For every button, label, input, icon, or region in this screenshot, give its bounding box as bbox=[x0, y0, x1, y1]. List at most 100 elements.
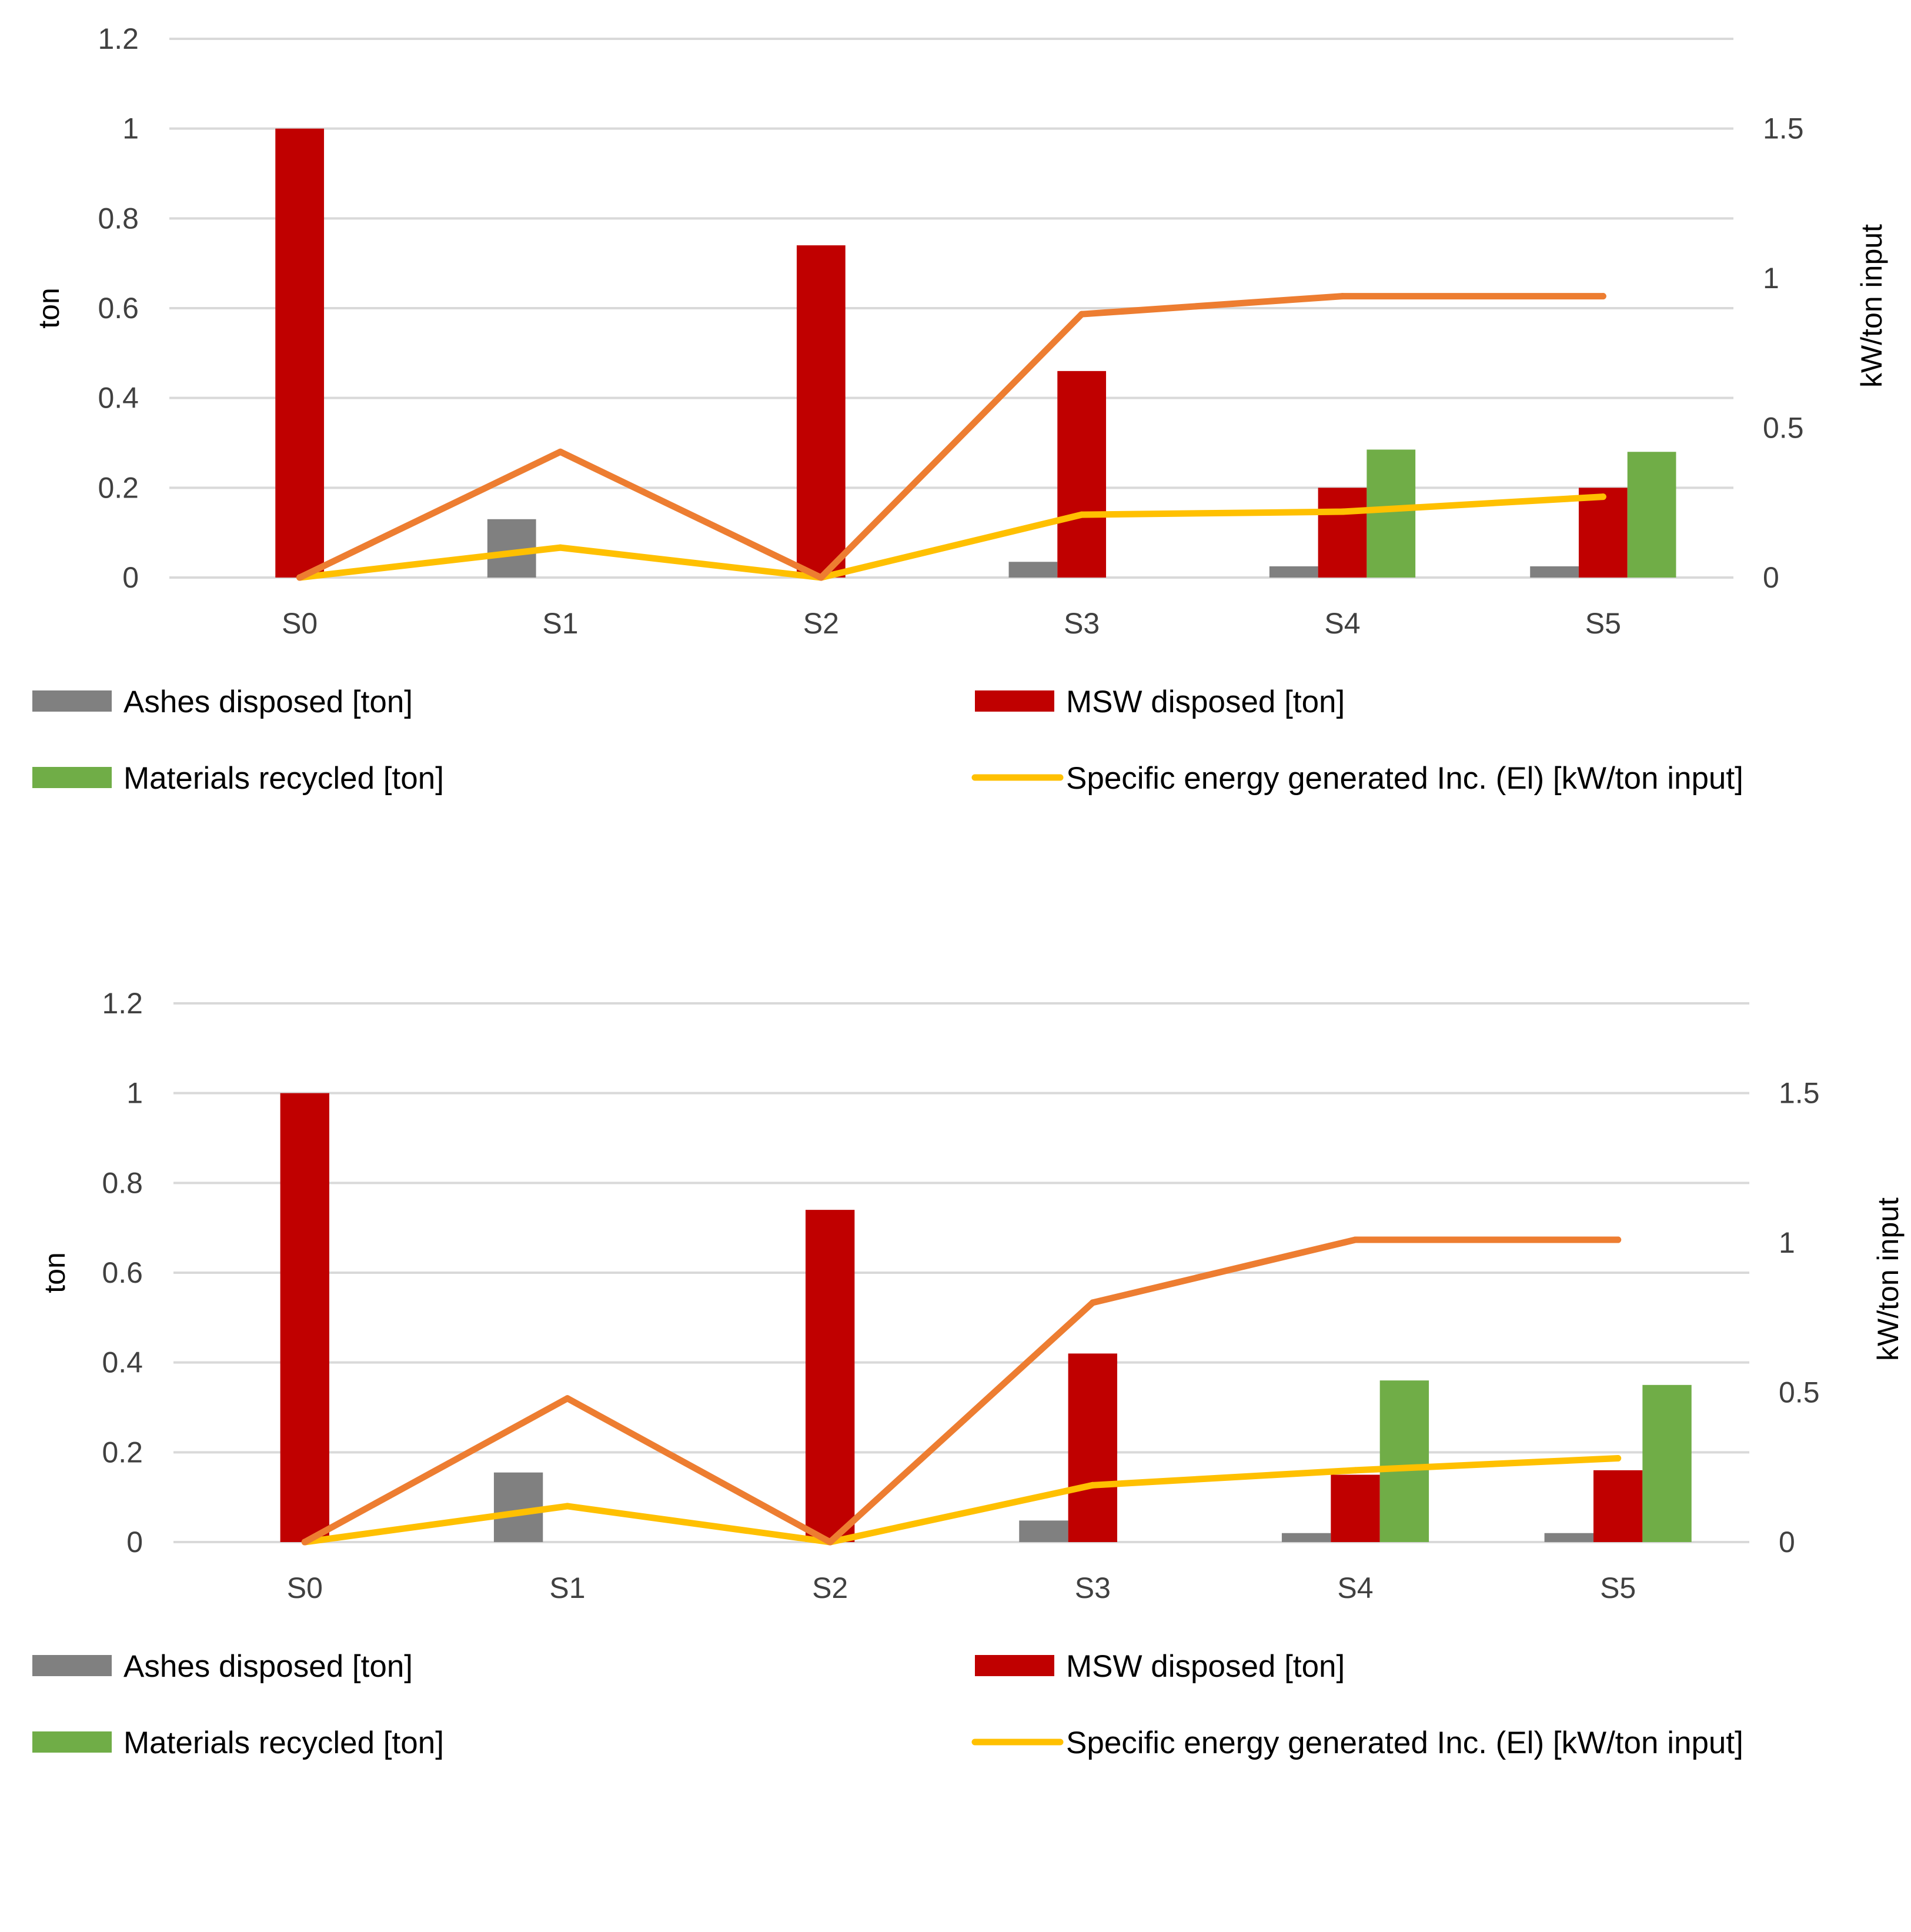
y2-tick-label: 1.5 bbox=[1779, 1077, 1820, 1110]
line-point bbox=[827, 1539, 834, 1546]
x-tick-label: S2 bbox=[812, 1571, 848, 1604]
bar bbox=[1367, 449, 1416, 578]
bar bbox=[1269, 566, 1318, 578]
y2-tick-label: 1 bbox=[1779, 1226, 1795, 1259]
y2-tick-label: 0.5 bbox=[1763, 412, 1804, 445]
line-point bbox=[564, 1503, 571, 1510]
line-point bbox=[557, 544, 564, 551]
x-tick-label: S5 bbox=[1600, 1571, 1636, 1604]
chart-panel-a: 0 0.2 0.4 0.6 0.8 1 1.2 0 0.5 1 1.5 S0 S1 S2 S3 S4 S5 ton… bbox=[32, 22, 1888, 796]
line-point bbox=[296, 574, 303, 581]
bar bbox=[1379, 1380, 1429, 1542]
y-tick-label: 0.2 bbox=[102, 1436, 143, 1469]
y-tick-label: 1.2 bbox=[98, 22, 139, 55]
bar bbox=[275, 128, 325, 578]
y-tick-label: 0.4 bbox=[102, 1346, 143, 1379]
x-tick-label: S1 bbox=[542, 607, 578, 640]
legend-label: Ashes disposed [ton] bbox=[123, 1649, 413, 1684]
line-point bbox=[1352, 1467, 1359, 1474]
y2-tick-label: 1 bbox=[1763, 262, 1779, 295]
bar bbox=[1068, 1353, 1118, 1542]
y-tick-label: 1 bbox=[126, 1077, 143, 1110]
x-tick-label: S5 bbox=[1585, 607, 1621, 640]
y2-tick-label: 0 bbox=[1779, 1526, 1795, 1559]
y2-axis-title: kW/ton input bbox=[1872, 1197, 1905, 1361]
line-point bbox=[557, 448, 564, 455]
y-tick-label: 0.6 bbox=[102, 1256, 143, 1289]
bar bbox=[1281, 1533, 1331, 1542]
y2-tick-label: 1.5 bbox=[1763, 112, 1804, 145]
legend-swatch bbox=[975, 1655, 1054, 1676]
line-point bbox=[1615, 1455, 1622, 1462]
line-point bbox=[301, 1539, 308, 1546]
line-point bbox=[1089, 1299, 1096, 1306]
legend-label: Specific energy generated Inc. (El) [kW/… bbox=[1066, 1726, 1743, 1760]
legend-label: Specific energy generated Inc. (El) [kW/… bbox=[1066, 761, 1743, 796]
legend-swatch bbox=[975, 690, 1054, 712]
bar bbox=[796, 245, 846, 578]
bar bbox=[805, 1210, 855, 1542]
legend-swatch bbox=[32, 767, 112, 788]
line-point bbox=[1078, 511, 1085, 518]
bar bbox=[1530, 566, 1579, 578]
bar bbox=[1318, 488, 1367, 578]
line-point bbox=[1352, 1236, 1359, 1243]
line-point bbox=[564, 1395, 571, 1402]
line-point bbox=[1599, 293, 1606, 300]
x-tick-label: S4 bbox=[1324, 607, 1360, 640]
y-tick-label: 0.4 bbox=[98, 382, 139, 415]
bar bbox=[1019, 1520, 1068, 1542]
legend-label: Materials recycled [ton] bbox=[123, 761, 444, 796]
legend-label: Ashes disposed [ton] bbox=[123, 685, 413, 719]
legend-swatch bbox=[32, 690, 112, 712]
bar bbox=[1008, 562, 1058, 578]
line-point bbox=[1599, 493, 1606, 500]
line-point bbox=[1339, 508, 1346, 515]
y-tick-label: 0.6 bbox=[98, 292, 139, 325]
y-tick-label: 0.2 bbox=[98, 471, 139, 504]
y-tick-label: 1 bbox=[122, 112, 139, 145]
series-line bbox=[301, 1236, 1622, 1546]
bar bbox=[280, 1093, 330, 1542]
legend-label: MSW disposed [ton] bbox=[1066, 1649, 1345, 1684]
series-line bbox=[296, 493, 1606, 581]
y2-tick-label: 0 bbox=[1763, 561, 1779, 594]
y-axis-title: ton bbox=[32, 288, 65, 329]
x-tick-label: S3 bbox=[1064, 607, 1100, 640]
bar bbox=[1642, 1384, 1692, 1542]
legend-label: Materials recycled [ton] bbox=[123, 1726, 444, 1760]
series-line bbox=[296, 293, 1606, 581]
line-point bbox=[1078, 311, 1085, 318]
line-point bbox=[1615, 1236, 1622, 1243]
bar bbox=[1578, 488, 1628, 578]
y2-tick-label: 0.5 bbox=[1779, 1376, 1820, 1409]
legend-swatch bbox=[32, 1655, 112, 1676]
bar bbox=[1627, 452, 1676, 578]
y-axis-title: ton bbox=[38, 1252, 71, 1293]
bar bbox=[1057, 371, 1107, 578]
line-point bbox=[817, 574, 824, 581]
y-tick-label: 0.8 bbox=[98, 202, 139, 235]
bar bbox=[1331, 1474, 1380, 1542]
y-tick-label: 1.2 bbox=[102, 987, 143, 1020]
x-tick-label: S3 bbox=[1075, 1571, 1111, 1604]
bar bbox=[493, 1472, 543, 1542]
y2-axis-title: kW/ton input bbox=[1855, 224, 1888, 388]
x-tick-label: S1 bbox=[549, 1571, 585, 1604]
x-tick-label: S2 bbox=[803, 607, 839, 640]
line-point bbox=[1339, 293, 1346, 300]
bar bbox=[1544, 1533, 1593, 1542]
y-tick-label: 0 bbox=[122, 561, 139, 594]
x-tick-label: S4 bbox=[1337, 1571, 1373, 1604]
bar bbox=[1593, 1470, 1643, 1542]
x-tick-label: S0 bbox=[282, 607, 318, 640]
legend-label: MSW disposed [ton] bbox=[1066, 685, 1345, 719]
series-line bbox=[301, 1455, 1622, 1546]
line-point bbox=[1089, 1481, 1096, 1489]
y-tick-label: 0.8 bbox=[102, 1166, 143, 1199]
y-tick-label: 0 bbox=[126, 1526, 143, 1559]
legend-swatch bbox=[32, 1731, 112, 1753]
chart-panel-b: 0 0.2 0.4 0.6 0.8 1 1.2 0 0.5 1 1.5 S0 S1 S2 S3 S4 S5 ton… bbox=[32, 987, 1905, 1760]
x-tick-label: S0 bbox=[287, 1571, 323, 1604]
